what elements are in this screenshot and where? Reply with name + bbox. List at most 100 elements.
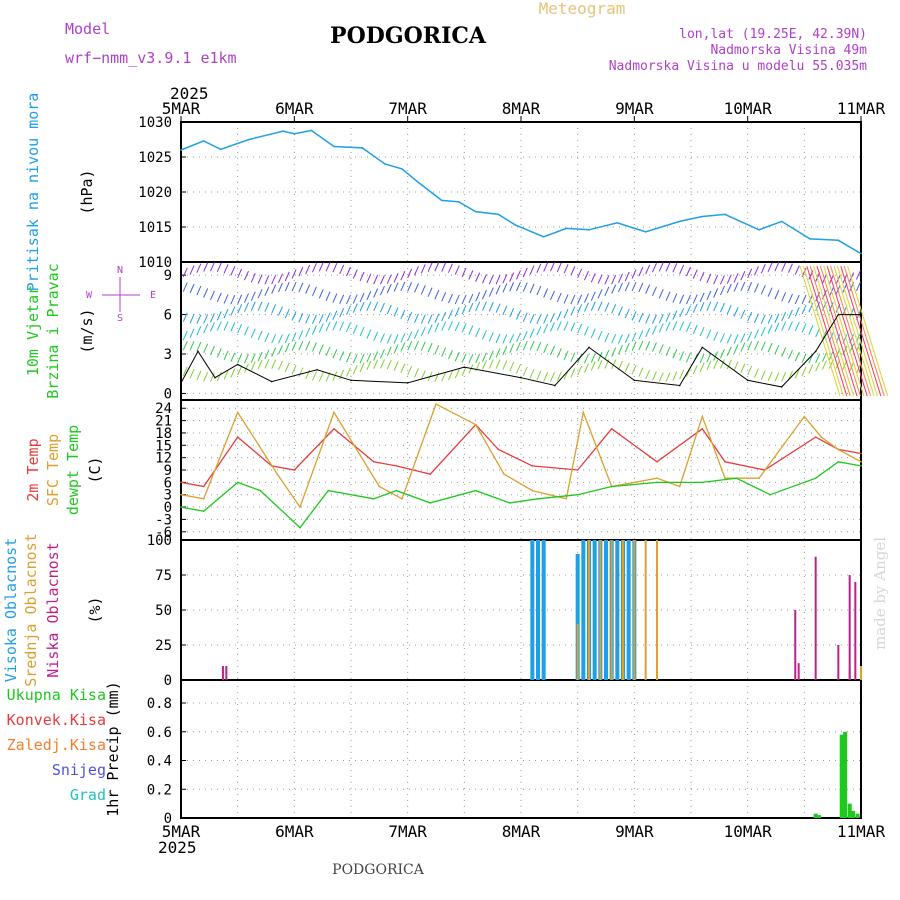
wind-speed-line-point (350, 379, 352, 382)
wind-barb (386, 274, 392, 284)
wind-barb (271, 333, 277, 344)
wind-barb (686, 352, 691, 363)
y-axis-label: SFC Temp (44, 434, 62, 506)
wind-barb (543, 343, 549, 353)
wind-barb (830, 265, 872, 397)
wind-barb (808, 364, 814, 374)
wind-barb (352, 324, 358, 334)
y-tick-label: 9 (164, 268, 172, 284)
wind-barb (237, 365, 243, 376)
precip-bar (843, 731, 848, 818)
wind-barb (495, 285, 501, 295)
wind-barb (366, 329, 372, 339)
wind-barb (706, 360, 712, 371)
wind-barb (692, 365, 698, 375)
compass-w: W (86, 290, 93, 301)
pressure-line-point (180, 149, 182, 151)
x-tick-label-bottom: 9MAR (615, 822, 654, 841)
wind-barb (794, 265, 800, 275)
wind-barb (584, 293, 589, 303)
wind-barb (652, 371, 657, 381)
wind-barb (189, 340, 195, 351)
wind-barb (733, 273, 739, 283)
wind-barb (672, 263, 678, 273)
wind-barb (454, 307, 460, 317)
y-tick-label: 3 (164, 488, 172, 504)
y-axis-label: (hPa) (78, 169, 96, 214)
y-tick-label: 0.6 (147, 725, 172, 741)
wind-barb (816, 265, 858, 397)
wind-barb (550, 290, 555, 301)
wind-barb (747, 311, 753, 322)
wind-barb (196, 314, 202, 324)
cloud-bar (622, 540, 624, 680)
wind-barb (590, 328, 596, 338)
wind-barb (679, 321, 685, 331)
wind-barb (815, 353, 821, 364)
wind-barb (346, 367, 351, 377)
wind-barb (543, 288, 549, 298)
wind-barb (563, 321, 569, 331)
wind-barb (516, 270, 521, 280)
wind-barb (427, 262, 433, 273)
temperature-line-0-point (236, 436, 239, 438)
cloud-bar (581, 540, 586, 680)
wind-barb (509, 272, 515, 282)
temperature-line-1-point (724, 477, 726, 480)
wind-barb (618, 282, 623, 293)
wind-barb (781, 311, 787, 322)
wind-barb (216, 321, 222, 331)
wind-speed-line (180, 314, 861, 388)
cloud-bar (837, 645, 840, 680)
y-tick-label: 0.4 (147, 754, 172, 770)
pressure-line-point (219, 148, 222, 151)
wind-barb (271, 347, 277, 357)
wind-barb (305, 369, 311, 380)
wind-barb (856, 270, 861, 280)
y-tick-label: -6 (155, 525, 172, 541)
cloud-bar (588, 540, 590, 680)
precip-bar (847, 803, 852, 818)
wind-barb (291, 281, 297, 292)
wind-barb (393, 334, 399, 344)
wind-barb (284, 308, 290, 319)
wind-barb (604, 332, 610, 343)
pressure-line-point (724, 213, 726, 216)
wind-barb (468, 293, 474, 304)
y-tick-label: 12 (155, 451, 172, 467)
y-tick-label: 6 (164, 308, 172, 324)
wind-barb (570, 322, 576, 332)
temperature-line-1-point (837, 448, 840, 451)
temperature-line-1-point (503, 473, 505, 475)
wind-barb (407, 341, 413, 351)
station-title: PODGORICA (330, 23, 487, 49)
wind-barb (250, 291, 256, 301)
wind-barb (747, 268, 753, 278)
wind-barb (386, 304, 392, 315)
wind-barb (230, 306, 236, 316)
wind-barb (373, 331, 379, 341)
x-tick-label-bottom: 8MAR (502, 822, 541, 841)
wind-barb (468, 325, 474, 335)
wind-barb (611, 347, 617, 357)
wind-barb (434, 322, 440, 333)
wind-barb (495, 348, 501, 358)
wind-barb (461, 267, 467, 278)
wind-barb (250, 273, 256, 283)
wind-barb (813, 265, 855, 397)
wind-barb (543, 323, 549, 334)
wind-barb (556, 321, 562, 331)
wind-barb (788, 293, 793, 304)
wind-barb (774, 372, 780, 382)
wind-barb (692, 294, 698, 304)
cloud-bar (626, 540, 631, 680)
wind-barb (733, 344, 739, 354)
wind-barb (774, 345, 780, 355)
wind-barb (237, 294, 243, 304)
wind-barb (414, 368, 419, 378)
wind-barb (713, 359, 719, 369)
wind-barb (590, 291, 596, 301)
wind-barb (597, 274, 603, 284)
temperature-line-2-point (202, 510, 205, 512)
wind-barb (624, 308, 630, 319)
